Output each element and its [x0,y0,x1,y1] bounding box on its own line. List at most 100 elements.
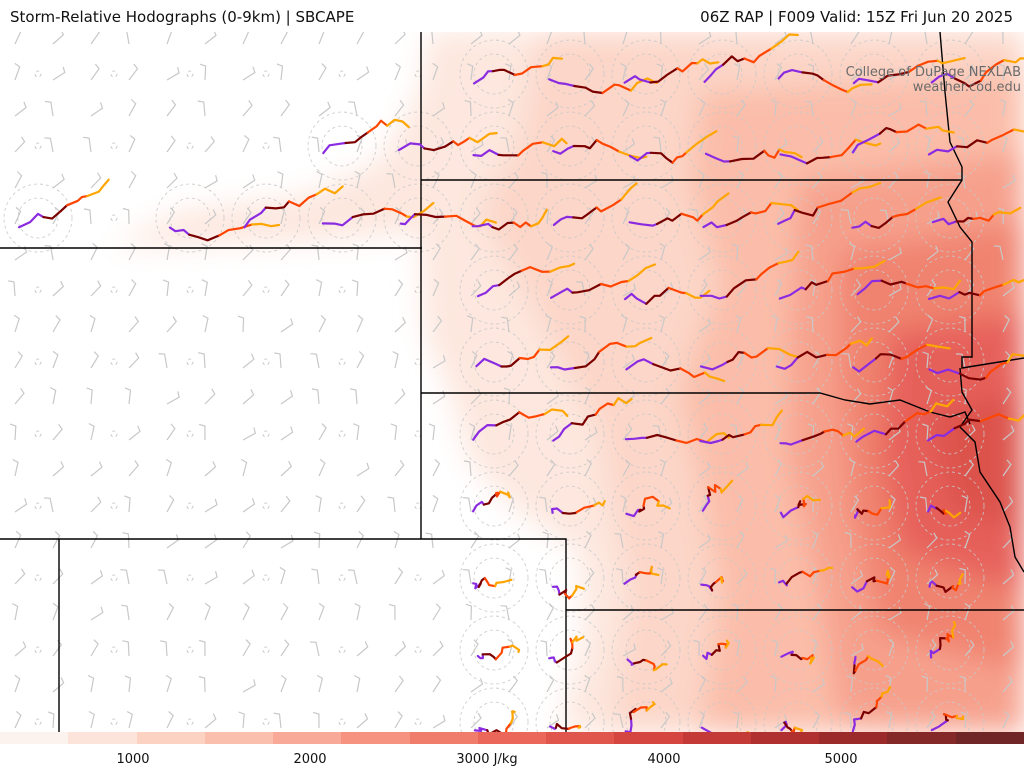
wind-barb [316,674,324,693]
hodograph-segment [927,145,959,156]
wind-barb [1002,710,1010,729]
hodograph-segment [928,368,961,375]
wind-barb [166,316,178,333]
calm-marker [34,718,42,726]
wind-barb [584,243,594,261]
hodograph-segment [680,212,704,222]
wind-barb [311,244,320,261]
calm-marker [414,286,422,294]
hodograph-segment [779,153,809,165]
wind-barb [242,279,253,297]
credit-line-2: weather.cod.edu [912,80,1021,95]
wind-barb [273,136,282,153]
hodograph-segment [481,653,497,661]
wind-barb [86,387,93,405]
calm-marker [34,430,42,438]
wind-barb [166,711,174,729]
wind-barb [432,459,441,477]
colorbar-segment [409,732,479,744]
range-ring [625,557,667,599]
hodograph-segment [699,294,728,300]
hodograph-segment [473,726,489,732]
range-ring [625,53,667,95]
hodograph-segment [443,214,476,227]
hodograph-segment [707,483,722,494]
wind-barb [166,603,175,621]
wind-barb [393,530,400,549]
colorbar-segment [750,732,821,744]
wind-barb [584,531,592,549]
hodograph-segment [552,422,573,442]
wind-barb [1002,676,1013,693]
wind-barb [774,247,788,261]
map-panel[interactable]: College of DuPage NEXLAB weather.cod.edu [0,32,1024,732]
wind-barb [812,387,822,405]
hodograph-segment [383,207,408,218]
hodograph-segment [801,430,826,442]
wind-barb [546,101,559,117]
hodograph-segment [634,571,641,577]
hodograph-segment [399,213,416,226]
range-ring [777,485,819,527]
hodograph-segment [891,207,918,218]
wind-barb [197,100,206,117]
wind-barb [128,316,140,333]
wind-barb [584,100,596,117]
hodograph-segment [599,279,630,288]
wind-barb [583,350,590,369]
hodograph-segment [725,278,758,298]
wind-barb [584,567,595,585]
wind-barb [464,100,472,117]
wind-barb [128,99,137,117]
wind-barb [242,531,252,549]
wind-barb [90,351,100,369]
wind-barb [770,675,777,693]
hodograph-segment [550,507,564,515]
range-ring [687,39,757,109]
hodograph-segment [571,282,603,294]
wind-barb [356,462,370,477]
range-ring [687,543,757,613]
hodograph-segment [907,59,939,73]
wind-barb [166,135,176,153]
wind-barb [888,103,902,117]
range-ring [611,471,681,541]
wind-barb [432,354,446,369]
wind-barb [698,533,712,549]
range-ring [549,413,591,455]
wind-barb [432,170,440,189]
hodograph-segment [322,141,347,155]
range-ring [611,399,681,469]
hodograph-segment [755,262,780,281]
range-ring [459,615,529,685]
wind-barb [238,711,245,729]
hodograph-segment [722,55,746,66]
calm-marker [186,70,194,78]
wind-barb [158,353,168,369]
wind-barb [812,711,821,729]
wind-barb [394,316,407,333]
wind-barb [166,495,175,513]
hodograph-segment [930,719,949,732]
calm-marker [414,70,422,78]
wind-barb [964,99,975,117]
hodograph-segment [943,713,959,719]
run-valid-time: 06Z RAP | F009 Valid: 15Z Fri Jun 20 202… [700,8,1013,26]
hodograph-segment [520,266,552,273]
calm-marker [186,574,194,582]
wind-barb [311,388,320,405]
range-ring [535,687,605,732]
wind-barb [386,173,396,189]
range-ring [687,183,757,253]
range-ring [611,183,681,253]
calm-marker [110,142,118,150]
wind-barb [122,640,130,657]
calm-marker [338,286,346,294]
wind-barb [388,603,396,621]
wind-barb [1002,569,1015,585]
wind-barb [462,496,472,513]
wind-barb [470,531,480,549]
range-ring [231,183,301,253]
range-ring [839,183,909,253]
hodograph-segment [702,221,728,229]
